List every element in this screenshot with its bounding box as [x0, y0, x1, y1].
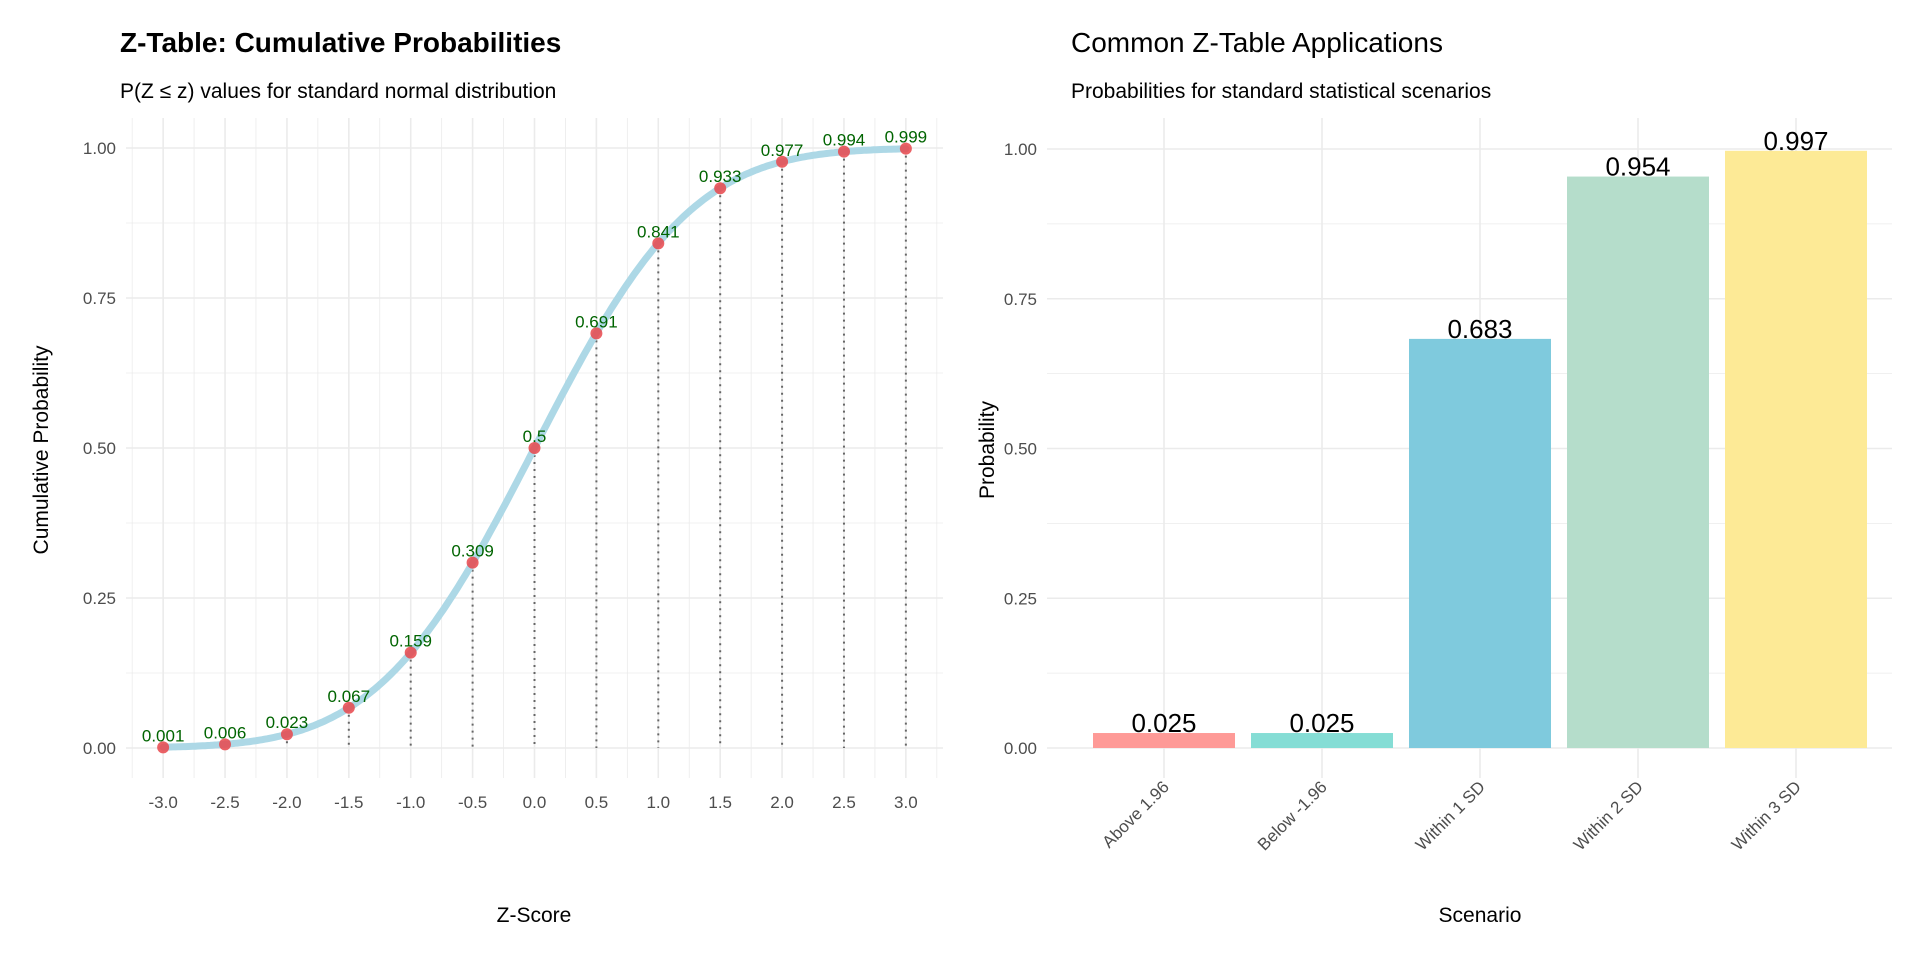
y-tick-label: 1.00 — [1004, 140, 1037, 159]
x-tick-label: 2.0 — [770, 793, 794, 812]
bar-value-label: 0.997 — [1763, 126, 1828, 156]
point-value-label: 0.006 — [204, 723, 247, 742]
x-tick-label: -1.5 — [334, 793, 363, 812]
bar-value-label: 0.025 — [1289, 708, 1354, 738]
left-y-axis-title: Cumulative Probability — [30, 345, 53, 554]
y-tick-label: 0.50 — [1004, 440, 1037, 459]
applications-panel: Common Z-Table Applications Probabilitie… — [976, 27, 1892, 927]
x-tick-label: -2.5 — [210, 793, 239, 812]
y-tick-label: 1.00 — [83, 139, 116, 158]
point-value-label: 0.977 — [761, 141, 804, 160]
data-point — [652, 237, 665, 250]
data-point — [528, 442, 541, 454]
point-value-label: 0.691 — [575, 312, 618, 331]
bar-value-label: 0.954 — [1605, 152, 1670, 182]
point-value-label: 0.999 — [885, 128, 928, 147]
data-point — [837, 145, 850, 158]
data-point — [899, 142, 912, 155]
y-tick-label: 0.25 — [83, 589, 116, 608]
left-x-axis-title: Z-Score — [497, 904, 572, 927]
cumulative-probability-panel: Z-Table: Cumulative Probabilities P(Z ≤ … — [30, 27, 943, 927]
point-value-label: 0.5 — [523, 427, 547, 446]
bar — [1725, 150, 1867, 748]
data-point — [342, 701, 355, 714]
right-x-axis-title: Scenario — [1439, 904, 1522, 927]
left-chart-subtitle: P(Z ≤ z) values for standard normal dist… — [120, 80, 556, 103]
x-tick-label: 0.0 — [523, 793, 547, 812]
data-point — [466, 556, 479, 569]
y-tick-label: 0.75 — [83, 289, 116, 308]
x-tick-label: -3.0 — [148, 793, 177, 812]
data-point — [157, 741, 170, 754]
bar — [1567, 176, 1709, 748]
point-value-label: 0.001 — [142, 726, 185, 745]
x-tick-label: -2.0 — [272, 793, 301, 812]
right-y-axis-title: Probability — [976, 400, 999, 499]
x-tick-label: 1.5 — [708, 793, 732, 812]
bar — [1251, 733, 1393, 748]
point-value-label: 0.841 — [637, 222, 680, 241]
x-tick-label: 3.0 — [894, 793, 918, 812]
y-tick-label: 0.00 — [83, 739, 116, 758]
y-tick-label: 0.00 — [1004, 739, 1037, 758]
x-tick-label: -1.0 — [396, 793, 425, 812]
point-value-label: 0.933 — [699, 167, 742, 186]
x-tick-label: Within 2 SD — [1570, 777, 1647, 854]
x-tick-label: 1.0 — [646, 793, 670, 812]
data-point — [280, 728, 293, 741]
y-tick-label: 0.50 — [83, 439, 116, 458]
x-tick-label: -0.5 — [458, 793, 487, 812]
data-point — [219, 738, 232, 751]
data-point — [404, 646, 417, 659]
bar — [1409, 338, 1551, 748]
data-point — [776, 155, 789, 168]
point-value-label: 0.159 — [389, 632, 432, 651]
point-value-label: 0.023 — [266, 713, 309, 732]
bar-value-label: 0.683 — [1447, 314, 1512, 344]
point-value-label: 0.309 — [451, 542, 494, 561]
point-value-label: 0.067 — [328, 687, 371, 706]
data-point — [714, 182, 727, 195]
right-chart-title: Common Z-Table Applications — [1071, 27, 1443, 58]
bar-value-label: 0.025 — [1131, 708, 1196, 738]
data-point — [590, 327, 603, 340]
x-tick-label: Within 3 SD — [1728, 777, 1805, 854]
x-tick-label: Below -1.96 — [1254, 777, 1331, 854]
bar — [1093, 733, 1235, 748]
x-tick-label: 2.5 — [832, 793, 856, 812]
right-chart-subtitle: Probabilities for standard statistical s… — [1071, 80, 1491, 103]
x-tick-label: 0.5 — [585, 793, 609, 812]
x-tick-label: Above 1.96 — [1099, 777, 1173, 851]
left-chart-title: Z-Table: Cumulative Probabilities — [120, 27, 561, 58]
y-tick-label: 0.25 — [1004, 589, 1037, 608]
y-tick-label: 0.75 — [1004, 290, 1037, 309]
x-tick-label: Within 1 SD — [1412, 777, 1489, 854]
point-value-label: 0.994 — [823, 131, 866, 150]
